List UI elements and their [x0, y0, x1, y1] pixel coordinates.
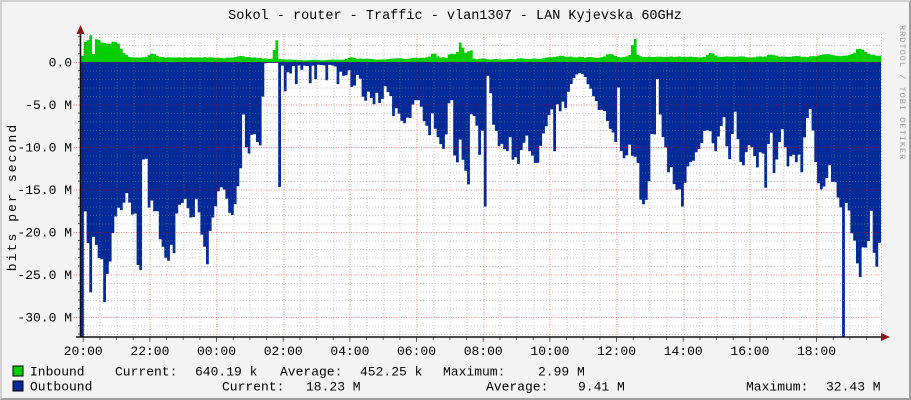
- svg-text:-10.0 M: -10.0 M: [17, 141, 72, 156]
- svg-text:Sokol - router - Traffic - vla: Sokol - router - Traffic - vlan1307 - LA…: [228, 9, 682, 24]
- svg-text:0.0: 0.0: [49, 56, 72, 71]
- svg-text:-30.0 M: -30.0 M: [17, 311, 72, 326]
- svg-text:06:00: 06:00: [397, 344, 436, 359]
- svg-text:Average:: Average:: [280, 365, 342, 380]
- svg-text:2.99 M: 2.99 M: [538, 365, 585, 380]
- svg-text:04:00: 04:00: [330, 344, 369, 359]
- svg-text:08:00: 08:00: [464, 344, 503, 359]
- svg-text:12:00: 12:00: [597, 344, 636, 359]
- svg-text:Outbound: Outbound: [30, 380, 92, 395]
- svg-text:02:00: 02:00: [264, 344, 303, 359]
- svg-text:Current:: Current:: [115, 365, 177, 380]
- svg-text:Maximum:: Maximum:: [443, 365, 505, 380]
- svg-text:-15.0 M: -15.0 M: [17, 183, 72, 198]
- svg-text:32.43 M: 32.43 M: [826, 380, 881, 395]
- svg-text:-20.0 M: -20.0 M: [17, 226, 72, 241]
- svg-text:9.41 M: 9.41 M: [578, 380, 625, 395]
- svg-text:14:00: 14:00: [664, 344, 703, 359]
- svg-text:-5.0 M: -5.0 M: [25, 98, 72, 113]
- svg-text:452.25 k: 452.25 k: [360, 365, 423, 380]
- svg-text:00:00: 00:00: [197, 344, 236, 359]
- svg-text:Average:: Average:: [486, 380, 548, 395]
- svg-text:20:00: 20:00: [64, 344, 103, 359]
- svg-text:-25.0 M: -25.0 M: [17, 268, 72, 283]
- svg-text:640.19 k: 640.19 k: [195, 365, 258, 380]
- svg-text:Inbound: Inbound: [30, 365, 85, 380]
- svg-text:bits per second: bits per second: [5, 123, 20, 272]
- svg-text:Current:: Current:: [222, 380, 284, 395]
- svg-text:16:00: 16:00: [730, 344, 769, 359]
- svg-text:Maximum:: Maximum:: [746, 380, 808, 395]
- svg-text:10:00: 10:00: [530, 344, 569, 359]
- svg-text:18:00: 18:00: [797, 344, 836, 359]
- svg-text:RRDTOOL / TOBI OETIKER: RRDTOOL / TOBI OETIKER: [897, 25, 907, 160]
- svg-text:22:00: 22:00: [130, 344, 169, 359]
- svg-text:18.23 M: 18.23 M: [306, 380, 361, 395]
